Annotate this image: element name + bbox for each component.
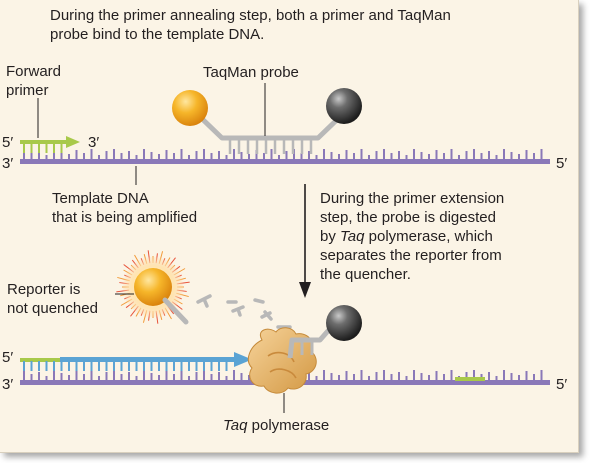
template-dna-label-line-2: that is being amplified	[52, 209, 198, 226]
reporter-dye	[172, 90, 208, 126]
upper-template-strand	[20, 149, 550, 164]
reporter-label-line-2: not quenched	[7, 300, 98, 317]
upper-primer-three-prime: 3′	[88, 134, 100, 151]
taq-polymerase	[247, 327, 317, 394]
lower-template-three-prime: 3′	[2, 376, 14, 393]
taq-polymerase-label-italic: Taq	[223, 417, 248, 434]
extension-caption-line-1: During the primer extension	[320, 190, 505, 207]
template-dna-label-line-1: Template DNA	[52, 190, 149, 207]
extension-caption-suffix: polymerase, which	[364, 228, 493, 245]
new-strand-bases	[23, 361, 228, 371]
extension-caption-line-4: separates the reporter from	[320, 247, 502, 264]
taqman-probe-label: TaqMan probe	[203, 64, 299, 81]
quencher-dye	[326, 88, 362, 124]
extension-caption-taq: Taq	[340, 228, 365, 245]
extension-caption-prefix: by	[320, 228, 341, 245]
free-reporter-dye	[134, 268, 172, 306]
upper-primer-five-prime: 5′	[2, 134, 14, 151]
reporter-label-line-1: Reporter is	[7, 281, 81, 298]
forward-primer-label-line-1: Forward	[6, 63, 62, 80]
new-strand-backbone	[60, 357, 236, 362]
remaining-probe-backbone	[287, 322, 336, 359]
polymerase-body	[247, 327, 317, 394]
upper-template-three-prime: 3′	[2, 155, 14, 172]
forward-primer-label-line-2: primer	[6, 82, 49, 99]
forward-primer-arrowhead	[66, 136, 80, 148]
lower-template-five-prime: 5′	[556, 376, 568, 393]
taq-polymerase-label: Taq polymerase	[223, 416, 329, 435]
polymerase-folds	[267, 351, 297, 379]
lower-primer-backbone	[20, 358, 60, 362]
forward-primer-bases	[23, 143, 63, 153]
taq-polymerase-label-text: polymerase	[247, 417, 330, 434]
forward-primer-backbone	[20, 140, 70, 144]
released-reporter	[116, 250, 190, 325]
probe-backbone	[193, 110, 347, 141]
top-caption-line-1: During the primer annealing step, both a…	[50, 7, 451, 24]
upper-template-five-prime: 5′	[556, 155, 568, 172]
extension-caption-line-3: by Taq polymerase, which	[320, 227, 493, 246]
reporter-linker	[162, 297, 189, 325]
new-strand-arrowhead	[234, 352, 252, 367]
forward-primer	[20, 136, 80, 153]
extension-caption-line-2: step, the probe is digested	[320, 209, 496, 226]
probe-fragment	[260, 310, 273, 321]
step-arrow-head	[299, 282, 311, 298]
taqman-probe	[172, 88, 362, 154]
extending-strand	[20, 352, 252, 371]
quencher-dye-lower	[326, 305, 362, 341]
remaining-probe	[287, 305, 362, 359]
upper-template-backbone	[20, 159, 550, 164]
probe-fragment-dash	[253, 298, 265, 304]
probe-fragment	[231, 305, 245, 317]
lower-primer-five-prime: 5′	[2, 349, 14, 366]
probe-bases	[228, 140, 313, 154]
top-caption-line-2: probe bind to the template DNA.	[50, 26, 265, 43]
probe-fragments	[196, 294, 292, 338]
downstream-primer-site	[455, 377, 485, 381]
probe-fragment	[196, 294, 212, 308]
extension-caption-line-5: the quencher.	[320, 266, 411, 283]
upper-template-bases	[23, 149, 543, 160]
